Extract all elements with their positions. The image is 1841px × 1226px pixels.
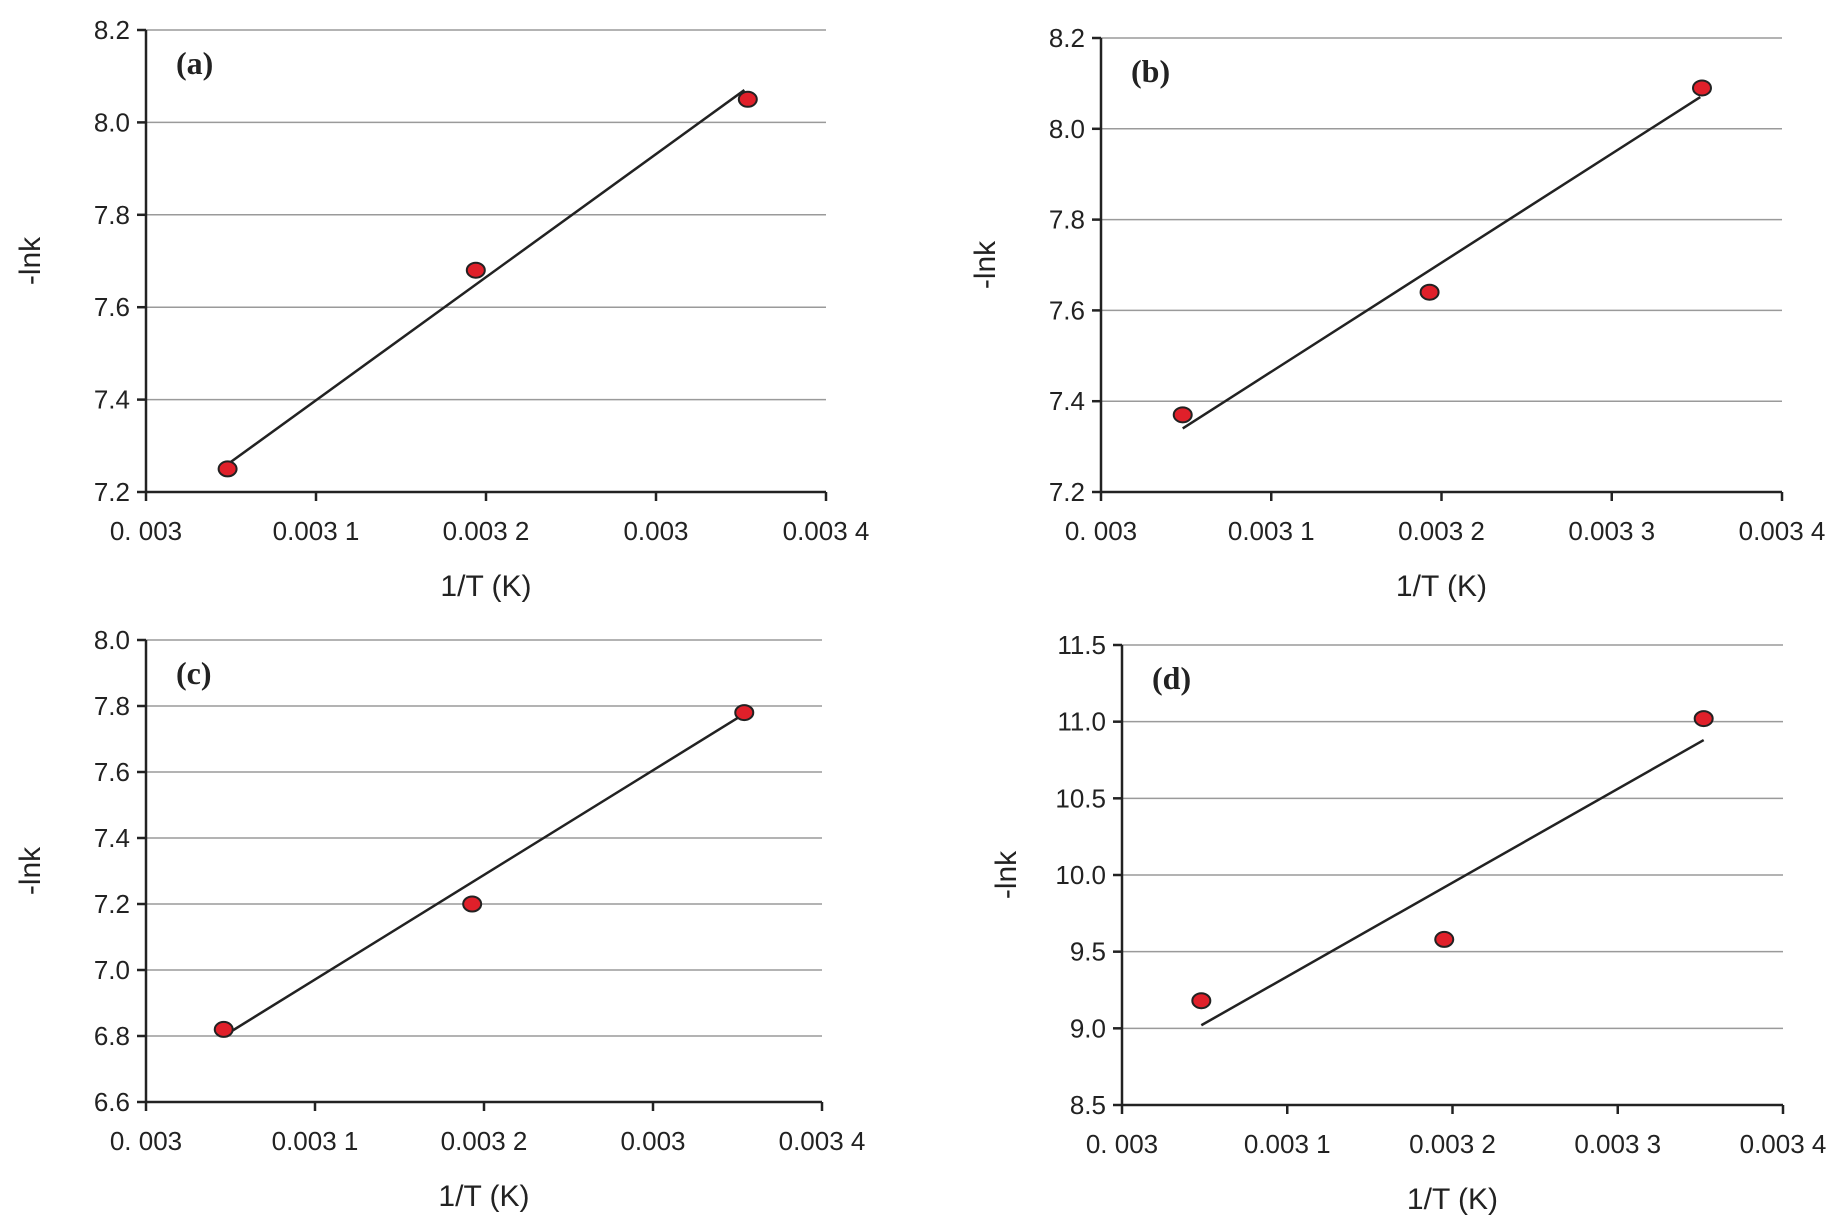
panel-a-label: (a) xyxy=(176,45,213,81)
panel-c-x-tick-label: 0.003 1 xyxy=(272,1126,359,1156)
panel-a-y-tick-label: 8.0 xyxy=(94,107,130,137)
panel-b-x-axis-title: 1/T (K) xyxy=(1396,570,1487,603)
panel-c-x-tick-label: 0.003 4 xyxy=(779,1126,866,1156)
panel-d-x-tick-label: 0.003 3 xyxy=(1574,1129,1661,1159)
panel-b-x-tick-label: 0.003 3 xyxy=(1568,516,1655,546)
panel-c-data-point xyxy=(734,704,755,722)
panel-c-data-point xyxy=(462,895,483,913)
panel-b-y-tick-label: 7.4 xyxy=(1049,386,1085,416)
panel-c-x-tick-label: 0. 003 xyxy=(110,1126,182,1156)
panel-d-y-tick-label: 11.5 xyxy=(1057,630,1106,660)
panel-d-y-axis-title: -lnk xyxy=(990,850,1023,899)
panel-b-y-tick-label: 7.2 xyxy=(1049,477,1085,507)
panel-a-x-tick-label: 0.003 1 xyxy=(273,516,360,546)
panel-d-y-tick-label: 10.0 xyxy=(1055,860,1106,890)
panel-c-y-tick-label: 7.2 xyxy=(94,889,130,919)
panel-b-x-tick-label: 0. 003 xyxy=(1065,516,1137,546)
panel-c-y-axis-title: -lnk xyxy=(14,846,47,895)
panel-d-y-tick-label: 9.5 xyxy=(1070,937,1106,967)
panel-c-y-tick-label: 6.8 xyxy=(94,1021,130,1051)
panel-a-y-tick-label: 8.2 xyxy=(94,15,130,45)
panel-d-x-axis-title: 1/T (K) xyxy=(1407,1183,1498,1216)
panel-a-y-axis-title: -lnk xyxy=(14,236,47,285)
panel-d-data-point xyxy=(1191,992,1212,1010)
panel-d-x-tick-label: 0.003 1 xyxy=(1244,1129,1331,1159)
panel-a-data-point xyxy=(737,90,758,108)
panel-d-data-point xyxy=(1693,710,1714,728)
panel-c-y-tick-label: 7.8 xyxy=(94,691,130,721)
panel-d-y-tick-label: 11.0 xyxy=(1057,707,1106,737)
panel-a-data-point xyxy=(465,261,486,279)
panel-c-x-axis-title: 1/T (K) xyxy=(438,1180,529,1213)
panel-d-data-point xyxy=(1434,930,1455,948)
panel-b-y-axis-title: -lnk xyxy=(969,240,1002,289)
panel-d-y-tick-label: 10.5 xyxy=(1055,783,1106,813)
panel-b-fit-line xyxy=(1182,95,1701,430)
panel-a-x-tick-label: 0.003 4 xyxy=(783,516,870,546)
panel-c-x-tick-label: 0.003 2 xyxy=(441,1126,528,1156)
panel-d-x-tick-label: 0.003 2 xyxy=(1409,1129,1496,1159)
panel-d-fit-line xyxy=(1200,738,1705,1027)
panel-a-y-tick-label: 7.4 xyxy=(94,385,130,415)
panel-a-x-tick-label: 0. 003 xyxy=(110,516,182,546)
panel-a-data-point xyxy=(217,460,238,478)
panel-c-y-tick-label: 6.6 xyxy=(94,1087,130,1117)
panel-c-data-point xyxy=(213,1020,234,1038)
panel-b-data-point xyxy=(1419,283,1440,301)
panel-a-fit-line xyxy=(226,89,746,466)
panel-b-data-point xyxy=(1172,406,1193,424)
panel-a-y-tick-label: 7.8 xyxy=(94,200,130,230)
panel-d-x-tick-label: 0. 003 xyxy=(1086,1129,1158,1159)
panel-c-fit-line xyxy=(223,714,742,1038)
panel-c-y-tick-label: 7.6 xyxy=(94,757,130,787)
panel-b-x-tick-label: 0.003 4 xyxy=(1739,516,1826,546)
panel-b-y-tick-label: 7.8 xyxy=(1049,205,1085,235)
panel-a-y-tick-label: 7.6 xyxy=(94,292,130,322)
panel-d-y-tick-label: 8.5 xyxy=(1070,1090,1106,1120)
panel-b-x-tick-label: 0.003 2 xyxy=(1398,516,1485,546)
panel-a-x-axis-title: 1/T (K) xyxy=(440,570,531,603)
panel-b-y-tick-label: 8.0 xyxy=(1049,114,1085,144)
panel-c-label: (c) xyxy=(176,655,212,691)
panel-b-label: (b) xyxy=(1131,53,1170,89)
panel-d-y-tick-label: 9.0 xyxy=(1070,1013,1106,1043)
panel-a-x-tick-label: 0.003 xyxy=(623,516,688,546)
panel-b-x-tick-label: 0.003 1 xyxy=(1228,516,1315,546)
panel-a-y-tick-label: 7.2 xyxy=(94,477,130,507)
panel-a-x-tick-label: 0.003 2 xyxy=(443,516,530,546)
panel-c-y-tick-label: 7.4 xyxy=(94,823,130,853)
panel-b-data-point xyxy=(1691,79,1712,97)
panel-b-y-tick-label: 7.6 xyxy=(1049,295,1085,325)
panel-c-y-tick-label: 8.0 xyxy=(94,625,130,655)
panel-d-x-tick-label: 0.003 4 xyxy=(1740,1129,1827,1159)
panel-c-y-tick-label: 7.0 xyxy=(94,955,130,985)
panel-b-y-tick-label: 8.2 xyxy=(1049,23,1085,53)
panel-c-x-tick-label: 0.003 xyxy=(620,1126,685,1156)
panel-d-label: (d) xyxy=(1152,660,1191,696)
